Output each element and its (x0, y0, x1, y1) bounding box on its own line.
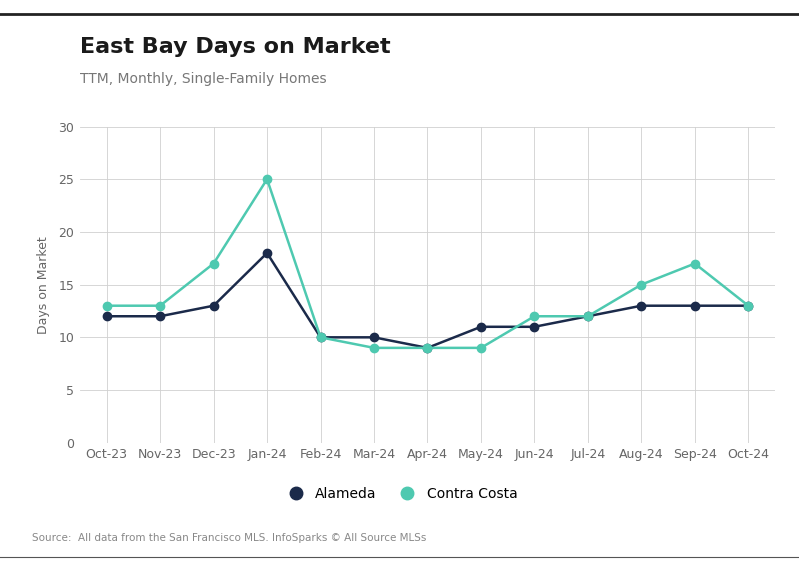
Alameda (209, 302, 218, 309)
Contra Costa (476, 344, 486, 351)
Alameda (744, 302, 753, 309)
Contra Costa (262, 176, 272, 183)
Contra Costa (530, 313, 539, 320)
Contra Costa (101, 302, 111, 309)
Contra Costa (690, 260, 700, 267)
Contra Costa (637, 281, 646, 288)
Alameda (316, 334, 325, 341)
Line: Alameda: Alameda (102, 249, 753, 352)
Alameda (637, 302, 646, 309)
Contra Costa (583, 313, 593, 320)
Line: Contra Costa: Contra Costa (102, 175, 753, 352)
Contra Costa (744, 302, 753, 309)
Alameda (262, 250, 272, 256)
Contra Costa (155, 302, 165, 309)
Contra Costa (316, 334, 325, 341)
Alameda (101, 313, 111, 320)
Text: TTM, Monthly, Single-Family Homes: TTM, Monthly, Single-Family Homes (80, 72, 327, 86)
Alameda (476, 323, 486, 330)
Contra Costa (423, 344, 432, 351)
Legend: Alameda, Contra Costa: Alameda, Contra Costa (276, 481, 523, 507)
Text: East Bay Days on Market: East Bay Days on Market (80, 37, 391, 58)
Text: Source:  All data from the San Francisco MLS. InfoSparks © All Source MLSs: Source: All data from the San Francisco … (32, 534, 427, 543)
Y-axis label: Days on Market: Days on Market (37, 236, 50, 334)
Contra Costa (209, 260, 218, 267)
Alameda (690, 302, 700, 309)
Alameda (369, 334, 379, 341)
Alameda (423, 344, 432, 351)
Alameda (583, 313, 593, 320)
Alameda (155, 313, 165, 320)
Alameda (530, 323, 539, 330)
Contra Costa (369, 344, 379, 351)
